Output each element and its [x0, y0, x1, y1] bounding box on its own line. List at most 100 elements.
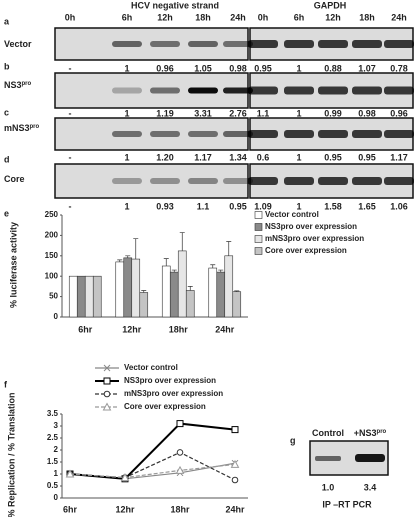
- panel-letter: e: [4, 208, 9, 218]
- line-marker: [103, 377, 111, 385]
- lane-label: 12h: [325, 12, 341, 22]
- panel-letter: g: [290, 435, 296, 445]
- bar: [115, 261, 125, 318]
- line-marker: [230, 459, 240, 468]
- bar: [232, 291, 242, 318]
- y-tick-label: 0.5: [47, 481, 59, 490]
- band-value: 1: [296, 108, 301, 118]
- lane-label: +NS3pro: [354, 428, 387, 438]
- band-value: 1: [124, 152, 129, 162]
- gel-band: [352, 40, 382, 48]
- gel-band: [318, 177, 348, 185]
- band-value: 1.17: [194, 152, 212, 162]
- band-value: 1: [296, 63, 301, 73]
- band-value: 1.19: [156, 108, 174, 118]
- panel-letter: f: [4, 379, 8, 389]
- band-value: 1.06: [390, 201, 408, 211]
- band-value: 1: [124, 108, 129, 118]
- gel-band: [352, 130, 382, 138]
- panel-caption: IP –RT PCR: [322, 499, 372, 509]
- y-tick-label: 1.5: [47, 457, 59, 466]
- row-label-sup: pro: [30, 124, 40, 130]
- gel-band: [384, 130, 414, 138]
- band-value: 1.20: [156, 152, 174, 162]
- band-value: 0.95: [254, 63, 272, 73]
- line-marker: [103, 390, 111, 398]
- legend-label: NS3pro over expression: [124, 376, 216, 385]
- row-label: Core: [4, 174, 25, 184]
- band-value: 0.93: [156, 201, 174, 211]
- bar: [92, 275, 102, 318]
- bar: [68, 275, 78, 318]
- band-value: 1: [124, 63, 129, 73]
- gel-header: GAPDH: [314, 0, 347, 10]
- band-value: 0.96: [156, 63, 174, 73]
- x-tick-label: 12hr: [115, 504, 135, 514]
- gel-band: [188, 131, 218, 137]
- line: [69, 422, 236, 480]
- legend-label: mNS3pro over expression: [265, 234, 364, 243]
- lane-label: 6h: [122, 12, 133, 22]
- gel-band: [112, 41, 142, 47]
- gel-band: [248, 130, 278, 138]
- gel-header: HCV negative strand: [131, 0, 219, 10]
- gel-band: [150, 87, 180, 94]
- error-bar: [133, 238, 139, 260]
- bar: [76, 275, 86, 318]
- band-value: 0.98: [229, 63, 247, 73]
- bar: [123, 257, 133, 318]
- band-value: 1.34: [229, 152, 247, 162]
- x-tick-label: 18hr: [170, 504, 190, 514]
- band-value: -: [69, 108, 72, 118]
- x-tick-label: 18hr: [169, 324, 189, 334]
- band-value: 0.99: [324, 108, 342, 118]
- lane-label: 6h: [294, 12, 305, 22]
- line-marker: [176, 449, 184, 456]
- y-tick-label: 2: [54, 445, 59, 454]
- y-tick-label: 100: [45, 271, 59, 280]
- band-value: 1.0: [322, 482, 335, 492]
- y-tick-label: 0: [54, 493, 59, 502]
- row-label: Vector: [4, 39, 32, 49]
- row-label-sup: pro: [22, 81, 32, 87]
- gel-band: [150, 178, 180, 184]
- gel-band: [112, 178, 142, 184]
- gel-band: [248, 86, 278, 95]
- gel-band: [150, 41, 180, 47]
- error-bar: [163, 258, 169, 266]
- bar: [161, 265, 171, 318]
- y-tick-label: 250: [45, 210, 59, 219]
- line: [69, 463, 236, 479]
- error-bar: [226, 241, 232, 256]
- band-value: 2.76: [229, 108, 247, 118]
- x-tick-label: 6hr: [78, 324, 93, 334]
- bar: [208, 267, 218, 318]
- legend-swatch: [254, 247, 263, 255]
- lane-label: Control: [312, 428, 344, 438]
- y-tick-label: 3.5: [47, 409, 59, 418]
- gel-band: [223, 178, 253, 184]
- gel-band: [248, 177, 278, 185]
- gel-band: [112, 87, 142, 94]
- band-value: 1.1: [197, 201, 210, 211]
- band-value: 0.98: [358, 108, 376, 118]
- error-bar: [117, 259, 123, 262]
- gel-band: [355, 454, 385, 462]
- line-marker: [231, 476, 239, 484]
- gel-band: [223, 131, 253, 137]
- error-bar: [187, 286, 193, 291]
- lane-label: 0h: [258, 12, 269, 22]
- band-value: 1: [296, 152, 301, 162]
- band-value: -: [69, 152, 72, 162]
- panel-letter: b: [4, 61, 10, 71]
- gel-band: [315, 456, 341, 461]
- error-bar: [179, 232, 185, 251]
- x-tick-label: 24hr: [215, 324, 235, 334]
- line-marker: [103, 364, 111, 372]
- gel-band: [223, 87, 253, 94]
- bar: [185, 290, 195, 318]
- gel-band: [352, 177, 382, 185]
- bar: [177, 250, 187, 318]
- legend-label: Core over expression: [124, 402, 206, 411]
